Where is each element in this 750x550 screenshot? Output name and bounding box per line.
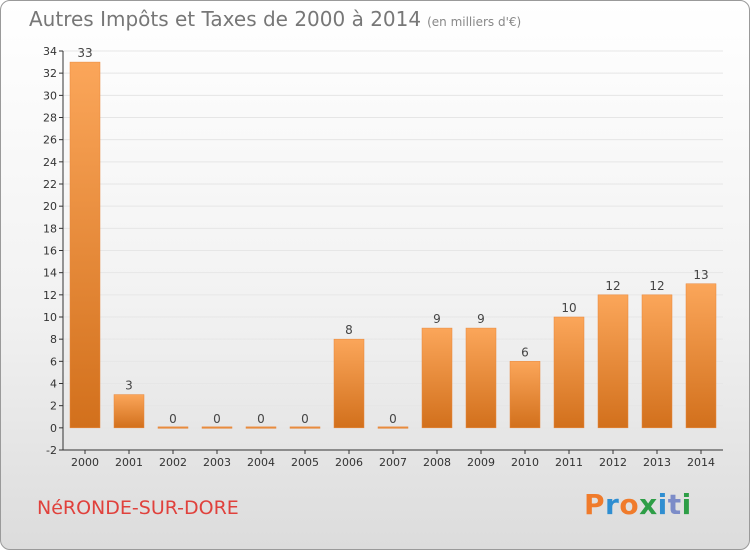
bars [69, 61, 717, 429]
y-tick-label: 2 [50, 400, 57, 413]
logo-letter: i [681, 488, 692, 521]
data-label-2002: 0 [169, 412, 177, 426]
data-label-2004: 0 [257, 412, 265, 426]
bar-2011 [553, 316, 585, 429]
x-tick-label-2002: 2002 [159, 456, 187, 469]
bar-2014 [685, 283, 717, 429]
x-tick-label-2006: 2006 [335, 456, 363, 469]
bar-2010 [509, 361, 541, 429]
x-tick-label-2014: 2014 [687, 456, 715, 469]
commune-name: NéRONDE-SUR-DORE [37, 497, 239, 519]
x-tick-label-2008: 2008 [423, 456, 451, 469]
y-tick-label: 30 [43, 89, 57, 102]
data-label-2001: 3 [125, 379, 133, 393]
data-label-2012: 12 [605, 279, 620, 293]
chart-title: Autres Impôts et Taxes de 2000 à 2014 (en… [29, 7, 521, 31]
bar-2006 [333, 338, 365, 429]
x-tick-label-2005: 2005 [291, 456, 319, 469]
bar-2005 [289, 426, 321, 429]
title-text: Autres Impôts et Taxes de 2000 à 2014 [29, 7, 422, 31]
y-tick-label: 28 [43, 112, 57, 125]
logo-letter: t [667, 488, 682, 521]
y-tick-label: 4 [50, 378, 57, 391]
data-label-2005: 0 [301, 412, 309, 426]
x-tick-label-2003: 2003 [203, 456, 231, 469]
y-tick-label: 14 [43, 267, 57, 280]
data-label-2007: 0 [389, 412, 397, 426]
x-tick-label-2001: 2001 [115, 456, 143, 469]
data-label-2000: 33 [77, 46, 92, 60]
x-tick-label-2012: 2012 [599, 456, 627, 469]
proxiti-logo: Proxiti [584, 488, 692, 521]
x-tick-label-2010: 2010 [511, 456, 539, 469]
data-label-2008: 9 [433, 312, 441, 326]
data-label-2014: 13 [693, 268, 708, 282]
bar-2009 [465, 327, 497, 429]
bar-2000 [69, 61, 101, 429]
data-label-2010: 6 [521, 345, 529, 359]
data-label-2013: 12 [649, 279, 664, 293]
bar-2004 [245, 426, 277, 429]
y-tick-label: 22 [43, 178, 57, 191]
logo-letter: x [639, 488, 658, 521]
y-tick-label: 24 [43, 156, 57, 169]
x-tick-label-2009: 2009 [467, 456, 495, 469]
y-tick-label: 34 [43, 45, 57, 58]
y-tick-label: 16 [43, 245, 57, 258]
logo-letter: P [584, 488, 606, 521]
x-tick-label-2004: 2004 [247, 456, 275, 469]
chart-subtitle: (en milliers d'€) [427, 15, 522, 29]
x-tick-label-2013: 2013 [643, 456, 671, 469]
logo-letter: o [619, 488, 640, 521]
logo-letter: r [605, 488, 620, 521]
y-tick-label: 6 [50, 355, 57, 368]
x-tick-label-2000: 2000 [71, 456, 99, 469]
bar-2008 [421, 327, 453, 429]
data-label-2009: 9 [477, 312, 485, 326]
y-tick-label: -2 [46, 444, 57, 457]
y-tick-label: 20 [43, 200, 57, 213]
bar-2007 [377, 426, 409, 429]
logo-letter: i [657, 488, 668, 521]
x-tick-label-2011: 2011 [555, 456, 583, 469]
data-label-2011: 10 [561, 301, 576, 315]
y-tick-label: 10 [43, 311, 57, 324]
y-tick-label: 26 [43, 134, 57, 147]
y-tick-label: 8 [50, 333, 57, 346]
bar-2013 [641, 294, 673, 429]
data-label-2003: 0 [213, 412, 221, 426]
bar-2012 [597, 294, 629, 429]
data-label-2006: 8 [345, 323, 353, 337]
bar-2003 [201, 426, 233, 429]
bar-2002 [157, 426, 189, 429]
y-tick-label: 12 [43, 289, 57, 302]
x-tick-label-2007: 2007 [379, 456, 407, 469]
bar-2001 [113, 394, 145, 429]
y-tick-label: 18 [43, 222, 57, 235]
y-tick-label: 32 [43, 67, 57, 80]
y-tick-label: 0 [50, 422, 57, 435]
